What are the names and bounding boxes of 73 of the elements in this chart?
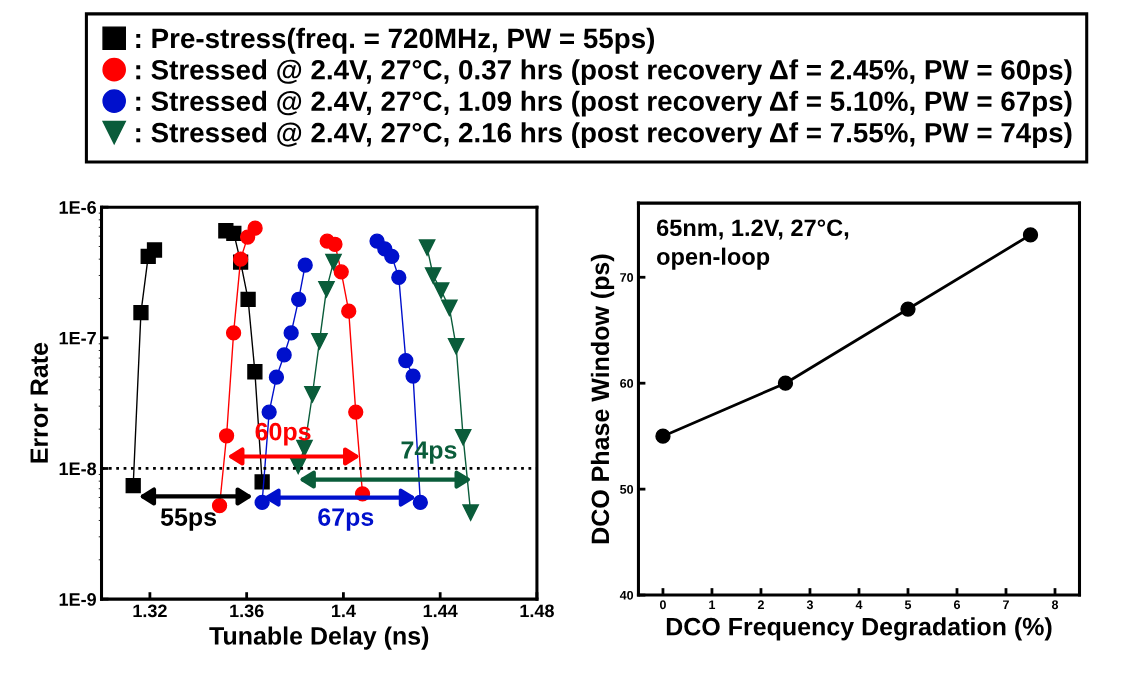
point (424, 267, 442, 284)
annotation: 67ps (318, 508, 374, 531)
annotation: 55ps (160, 508, 217, 531)
y-tick-label: 40 (619, 590, 634, 600)
point (125, 477, 141, 494)
point (333, 264, 349, 280)
y-axis-title: Error Rate (30, 342, 49, 463)
point (325, 253, 342, 271)
point (254, 474, 270, 490)
y-tick-label: 1E-9 (59, 593, 96, 606)
x-tick-label: 5 (904, 600, 912, 610)
point (1022, 227, 1039, 243)
x-tick-label: 8 (1051, 600, 1059, 610)
point (777, 375, 794, 391)
x-tick-label: 7 (1003, 600, 1009, 609)
y-tick-label: 50 (620, 484, 634, 494)
point (254, 494, 270, 511)
point (462, 504, 479, 521)
point (900, 301, 916, 317)
legend-label: : Stressed @ 2.4V, 27°C, 0.37 hrs (post recovery Δf = 2.45%, PW = 60ps) (136, 59, 1072, 86)
x-tick-label: 1.32 (133, 604, 167, 618)
x-axis-title: Tunable Delay (ns) (209, 626, 429, 650)
legend-label: : Pre-stress(freq. = 720MHz, PW = 55ps) (136, 27, 655, 54)
y-tick-label: 1E-6 (59, 201, 97, 214)
point (655, 428, 671, 444)
point (247, 220, 263, 236)
legend-label: : Stressed @ 2.4V, 27°C, 1.09 hrs (post recovery Δf = 5.10%, PW = 67ps) (136, 90, 1072, 117)
point (341, 303, 357, 319)
point (348, 404, 364, 420)
x-tick-label: 0 (659, 600, 666, 610)
point (318, 281, 335, 298)
x-tick-label: 1.44 (423, 604, 458, 618)
point (133, 304, 149, 321)
point (418, 239, 436, 256)
y-tick-label: 1E-8 (59, 462, 97, 476)
y-tick-label: 60 (620, 379, 634, 388)
point (384, 248, 400, 265)
x-tick-label: 3 (806, 600, 813, 610)
point (261, 404, 277, 420)
point (297, 257, 313, 273)
point (327, 236, 343, 252)
point (304, 385, 321, 403)
x-tick-label: 1.36 (230, 604, 264, 618)
x-tick-label: 1.48 (520, 604, 554, 618)
annotation: 65nm, 1.2V, 27°C, open-loop (656, 219, 849, 270)
point (291, 291, 307, 307)
y-tick-label: 1E-7 (59, 331, 96, 345)
x-tick-label: 6 (953, 600, 961, 610)
point (225, 325, 242, 341)
x-tick-label: 2 (757, 600, 764, 609)
y-axis-title: DCO Phase Window (ps) (590, 254, 615, 544)
point (240, 291, 256, 307)
legend-label: : Stressed @ 2.4V, 27°C, 2.16 hrs (post recovery Δf = 7.55%, PW = 74ps) (136, 122, 1072, 149)
point (412, 494, 428, 511)
x-tick-label: 1.4 (332, 604, 356, 618)
point (398, 352, 414, 369)
point (283, 325, 299, 341)
y-tick-label: 70 (620, 273, 634, 282)
x-tick-label: 1 (709, 600, 716, 609)
point (432, 282, 450, 299)
point (391, 269, 407, 286)
x-axis-title: DCO Frequency Degradation (%) (666, 617, 1052, 641)
point (405, 368, 421, 384)
point (268, 369, 285, 385)
point (441, 299, 458, 317)
point (226, 225, 242, 242)
point (146, 242, 163, 258)
point (447, 338, 465, 355)
x-tick-label: 4 (855, 600, 863, 609)
point (276, 347, 292, 363)
point (247, 364, 263, 380)
point (218, 428, 235, 444)
point (311, 333, 328, 350)
